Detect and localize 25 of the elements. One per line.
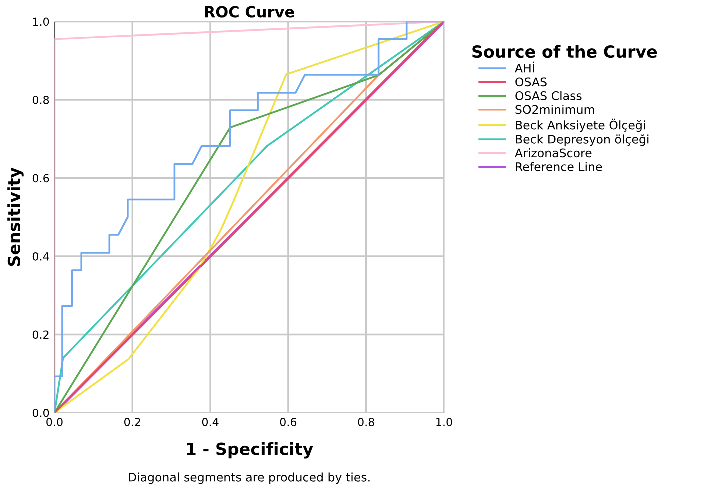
legend-label: AHİ	[515, 62, 534, 73]
y-tick-label: 0.6	[32, 174, 50, 183]
y-tick-label: 1.0	[33, 18, 50, 26]
y-tick-label: 0.0	[32, 408, 50, 418]
legend-label: ArizonaScore	[515, 148, 592, 158]
text: Diagonal segments are produced by ties.	[129, 472, 370, 484]
legend-label: Beck Anksiyete Ölçeği	[516, 118, 646, 132]
x-tick-label: 0.0	[46, 418, 63, 426]
legend-label: SO2minimum	[516, 105, 594, 114]
legend-label: OSAS	[516, 78, 547, 87]
legend-label: Reference Line	[516, 162, 602, 172]
x-tick-label: 0.4	[202, 418, 219, 426]
x-tick-label: 0.2	[124, 418, 140, 426]
y-tick-label: 0.4	[32, 252, 50, 261]
x-tick-label: 1.0	[436, 418, 452, 426]
x-tick-label: 0.8	[358, 418, 374, 426]
x-axis-title: 1 - Specificity	[187, 442, 314, 459]
legend-title: Source of the Curve	[472, 45, 658, 58]
chart-title: ROC Curve	[205, 6, 294, 18]
legend-label: OSAS Class	[516, 91, 582, 100]
y-tick-label: 0.2	[32, 330, 49, 340]
y-axis-title: Sensitivity	[8, 168, 24, 266]
x-tick-label: 0.6	[280, 418, 297, 426]
legend-label: Beck Depresyon ölçeği	[516, 134, 649, 146]
y-tick-label: 0.8	[32, 96, 50, 104]
